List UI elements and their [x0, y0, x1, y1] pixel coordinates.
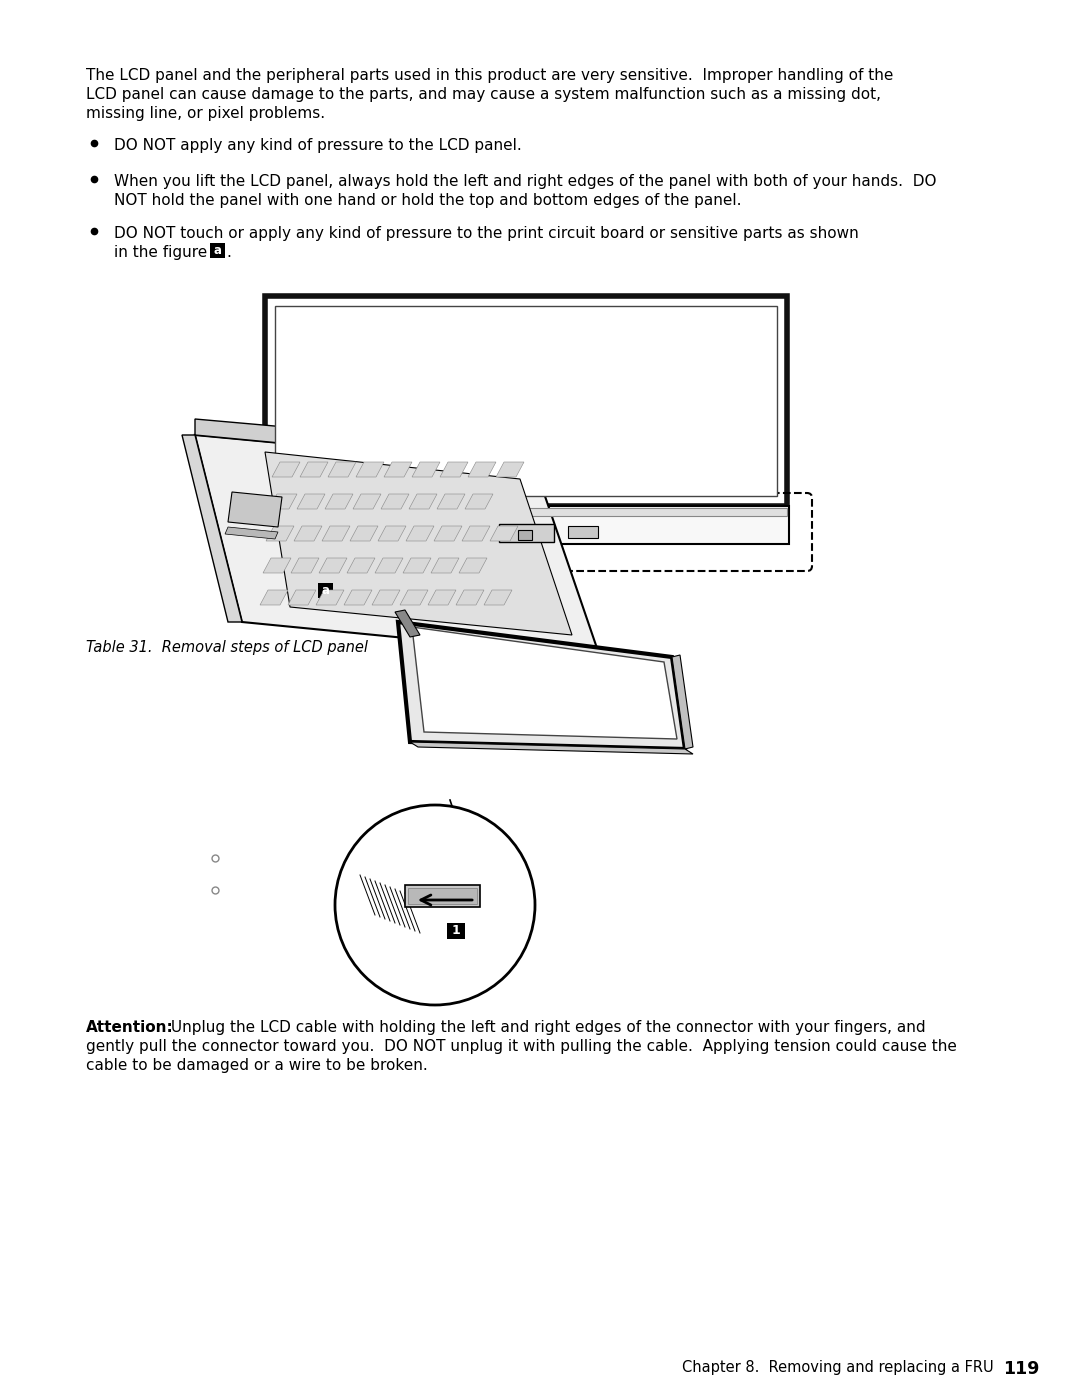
Text: missing line, or pixel problems.: missing line, or pixel problems.	[86, 106, 325, 122]
Polygon shape	[225, 527, 278, 539]
Polygon shape	[228, 492, 282, 527]
Polygon shape	[381, 495, 409, 509]
Text: cable to be damaged or a wire to be broken.: cable to be damaged or a wire to be brok…	[86, 1058, 428, 1073]
Text: When you lift the LCD panel, always hold the left and right edges of the panel w: When you lift the LCD panel, always hold…	[114, 175, 936, 189]
Polygon shape	[459, 557, 487, 573]
Polygon shape	[428, 590, 456, 605]
Polygon shape	[264, 557, 291, 573]
Text: NOT hold the panel with one hand or hold the top and bottom edges of the panel.: NOT hold the panel with one hand or hold…	[114, 193, 742, 208]
Polygon shape	[319, 557, 347, 573]
Polygon shape	[356, 462, 384, 476]
Polygon shape	[490, 527, 518, 541]
Polygon shape	[353, 495, 381, 509]
Polygon shape	[183, 434, 242, 622]
Bar	[518, 529, 532, 541]
Polygon shape	[406, 527, 434, 541]
Polygon shape	[316, 590, 345, 605]
Polygon shape	[297, 495, 325, 509]
Polygon shape	[372, 590, 400, 605]
Text: Chapter 8.  Removing and replacing a FRU: Chapter 8. Removing and replacing a FRU	[683, 1361, 994, 1375]
Polygon shape	[325, 495, 353, 509]
Circle shape	[335, 805, 535, 1004]
Polygon shape	[403, 557, 431, 573]
Polygon shape	[411, 462, 440, 476]
Polygon shape	[484, 590, 512, 605]
Polygon shape	[410, 742, 693, 754]
Polygon shape	[395, 610, 420, 637]
Bar	[568, 527, 598, 538]
Bar	[265, 296, 787, 506]
Polygon shape	[411, 627, 677, 739]
FancyBboxPatch shape	[210, 243, 225, 258]
Polygon shape	[291, 557, 319, 573]
FancyBboxPatch shape	[318, 583, 333, 598]
Polygon shape	[440, 462, 468, 476]
Text: a: a	[322, 584, 329, 597]
Polygon shape	[465, 495, 492, 509]
Polygon shape	[400, 590, 428, 605]
Polygon shape	[272, 462, 300, 476]
Polygon shape	[300, 462, 328, 476]
Polygon shape	[347, 557, 375, 573]
Polygon shape	[350, 527, 378, 541]
Text: Unplug the LCD cable with holding the left and right edges of the connector with: Unplug the LCD cable with holding the le…	[166, 1020, 926, 1035]
Bar	[408, 888, 477, 904]
Text: DO NOT touch or apply any kind of pressure to the print circuit board or sensiti: DO NOT touch or apply any kind of pressu…	[114, 226, 859, 242]
Polygon shape	[384, 462, 411, 476]
Bar	[405, 886, 480, 907]
Text: Table 31.  Removal steps of LCD panel: Table 31. Removal steps of LCD panel	[86, 640, 368, 655]
Polygon shape	[345, 590, 372, 605]
Polygon shape	[195, 419, 535, 467]
Polygon shape	[468, 462, 496, 476]
Polygon shape	[431, 557, 459, 573]
Polygon shape	[496, 462, 524, 476]
Polygon shape	[260, 590, 288, 605]
Text: .: .	[226, 244, 231, 260]
Text: a: a	[214, 244, 221, 257]
Bar	[264, 506, 789, 543]
Bar	[275, 306, 777, 496]
Text: in the figure: in the figure	[114, 244, 207, 260]
Polygon shape	[288, 590, 316, 605]
Polygon shape	[409, 495, 437, 509]
Text: Attention:: Attention:	[86, 1020, 174, 1035]
Polygon shape	[195, 434, 600, 657]
Text: DO NOT apply any kind of pressure to the LCD panel.: DO NOT apply any kind of pressure to the…	[114, 138, 522, 154]
Polygon shape	[265, 453, 572, 636]
FancyBboxPatch shape	[447, 923, 465, 939]
Polygon shape	[322, 527, 350, 541]
Polygon shape	[462, 527, 490, 541]
Text: 119: 119	[1002, 1361, 1039, 1377]
Bar	[265, 509, 787, 515]
Polygon shape	[672, 655, 693, 749]
Polygon shape	[399, 622, 685, 749]
Polygon shape	[328, 462, 356, 476]
Polygon shape	[266, 527, 294, 541]
Polygon shape	[269, 495, 297, 509]
Text: 1: 1	[451, 925, 460, 937]
Polygon shape	[378, 527, 406, 541]
Polygon shape	[294, 527, 322, 541]
Text: LCD panel can cause damage to the parts, and may cause a system malfunction such: LCD panel can cause damage to the parts,…	[86, 87, 881, 102]
Polygon shape	[375, 557, 403, 573]
Bar	[499, 524, 554, 542]
Text: The LCD panel and the peripheral parts used in this product are very sensitive. : The LCD panel and the peripheral parts u…	[86, 68, 893, 82]
Polygon shape	[437, 495, 465, 509]
Polygon shape	[456, 590, 484, 605]
Text: gently pull the connector toward you.  DO NOT unplug it with pulling the cable. : gently pull the connector toward you. DO…	[86, 1039, 957, 1053]
Polygon shape	[434, 527, 462, 541]
